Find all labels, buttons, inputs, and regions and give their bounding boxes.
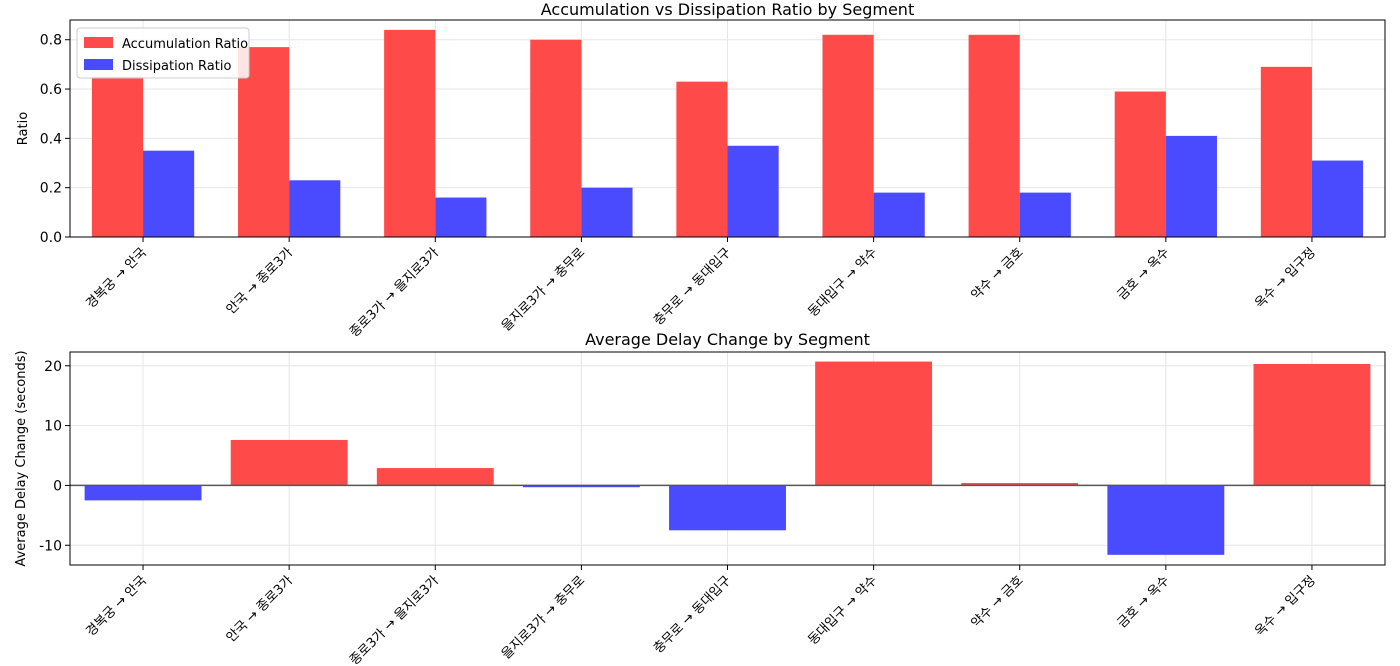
- dissipation-bar: [289, 180, 341, 237]
- ratio-chart-x-tick-label: 종로3가 → 을지로3가: [347, 245, 442, 340]
- delay-chart-y-tick-label: 10: [44, 419, 62, 435]
- ratio-chart-x-tick-label: 금호 → 옥수: [1115, 245, 1173, 303]
- ratio-chart-x-tick-label: 경복궁 → 안국: [83, 245, 149, 311]
- delay-bar: [1107, 485, 1225, 555]
- ratio-chart-legend: Accumulation Ratio Dissipation Ratio: [76, 27, 250, 79]
- delay-chart-y-axis-label: Average Delay Change (seconds): [14, 350, 29, 566]
- delay-chart-panel: -10 0 10 20 경복궁 → 안국 안국 → 종로3가 종로3가 → 을지로3가 을지…: [14, 330, 1386, 666]
- ratio-chart-y-axis-label: Ratio: [16, 112, 31, 145]
- dissipation-bar: [581, 187, 633, 237]
- delay-bar: [1253, 363, 1371, 486]
- legend-label-dissipation: Dissipation Ratio: [122, 59, 231, 74]
- dissipation-bar: [1311, 160, 1364, 237]
- dissipation-bar: [1165, 135, 1217, 237]
- delay-chart-y-tick-label: 0: [53, 478, 62, 494]
- delay-chart-y-tick-label: -10: [39, 538, 62, 554]
- accumulation-bar: [1114, 91, 1166, 238]
- ratio-chart-x-tick-label: 을지로3가 → 충무로: [499, 245, 588, 334]
- delay-bar: [669, 485, 786, 531]
- delay-bar: [84, 485, 202, 501]
- delay-chart-x-ticks: 경복궁 → 안국 안국 → 종로3가 종로3가 → 을지로3가 을지로3가 → 충무로…: [83, 565, 1319, 666]
- ratio-chart-y-tick-label: 0.8: [40, 33, 62, 49]
- delay-chart-x-tick-label: 종로3가 → 을지로3가: [347, 573, 442, 666]
- delay-bar: [961, 483, 1079, 486]
- legend-label-accumulation: Accumulation Ratio: [122, 37, 248, 52]
- delay-bar: [376, 468, 494, 486]
- ratio-chart-x-ticks: 경복궁 → 안국 안국 → 종로3가 종로3가 → 을지로3가 을지로3가 → 충무로…: [83, 237, 1319, 340]
- delay-chart-bars: [84, 361, 1371, 555]
- dissipation-bar: [1019, 192, 1071, 237]
- legend-swatch-dissipation: [84, 59, 113, 70]
- ratio-chart-y-tick-label: 0.4: [40, 131, 62, 147]
- delay-chart-title: Average Delay Change by Segment: [585, 330, 870, 349]
- delay-chart-x-tick-label: 동대입구 → 약수: [806, 573, 881, 648]
- ratio-chart-title: Accumulation vs Dissipation Ratio by Seg…: [541, 0, 914, 19]
- accumulation-bar: [968, 34, 1020, 237]
- delay-bar: [230, 439, 348, 486]
- dissipation-bar: [873, 192, 925, 237]
- accumulation-bar: [676, 81, 728, 237]
- ratio-chart-y-tick-label: 0.0: [40, 230, 62, 246]
- ratio-chart-x-tick-label: 약수 → 금호: [969, 245, 1027, 303]
- delay-chart-x-tick-label: 금호 → 옥수: [1115, 573, 1173, 631]
- delay-chart-x-tick-label: 충무로 → 동대입구: [651, 573, 734, 656]
- ratio-chart-y-tick-label: 0.6: [40, 82, 62, 98]
- delay-bar: [522, 485, 640, 488]
- accumulation-bar: [91, 76, 144, 237]
- dissipation-bar: [727, 145, 779, 237]
- accumulation-bar: [1260, 66, 1312, 238]
- accumulation-bar: [238, 47, 290, 237]
- accumulation-bar: [822, 34, 874, 237]
- delay-bar: [815, 361, 933, 486]
- delay-chart-x-tick-label: 경복궁 → 안국: [83, 573, 149, 639]
- ratio-chart-x-tick-label: 동대입구 → 약수: [806, 245, 881, 320]
- ratio-chart-bars: [91, 29, 1364, 238]
- delay-chart-x-tick-label: 안국 → 종로3가: [224, 573, 296, 645]
- ratio-chart-x-tick-label: 안국 → 종로3가: [224, 245, 296, 317]
- accumulation-bar: [530, 39, 582, 238]
- delay-chart-y-tick-label: 20: [44, 359, 62, 375]
- legend-swatch-accumulation: [84, 37, 113, 48]
- legend-frame: [76, 27, 250, 79]
- accumulation-bar: [384, 29, 436, 238]
- delay-chart-x-tick-label: 옥수 → 입구정: [1252, 573, 1318, 639]
- delay-chart-x-tick-label: 약수 → 금호: [969, 573, 1027, 631]
- delay-chart-y-ticks: -10 0 10 20: [39, 359, 70, 554]
- ratio-chart-x-tick-label: 옥수 → 입구정: [1252, 245, 1318, 311]
- ratio-chart-x-tick-label: 충무로 → 동대입구: [651, 245, 734, 328]
- ratio-chart-y-ticks: 0.0 0.2 0.4 0.6 0.8: [40, 33, 70, 246]
- ratio-chart-y-tick-label: 0.2: [40, 181, 62, 197]
- delay-chart-x-tick-label: 을지로3가 → 충무로: [499, 573, 588, 662]
- ratio-chart-panel: 0.0 0.2 0.4 0.6 0.8 경복궁 → 안국 안국 → 종로3가 종로3가 → …: [16, 0, 1386, 340]
- dissipation-bar: [143, 150, 195, 237]
- dissipation-bar: [435, 197, 487, 237]
